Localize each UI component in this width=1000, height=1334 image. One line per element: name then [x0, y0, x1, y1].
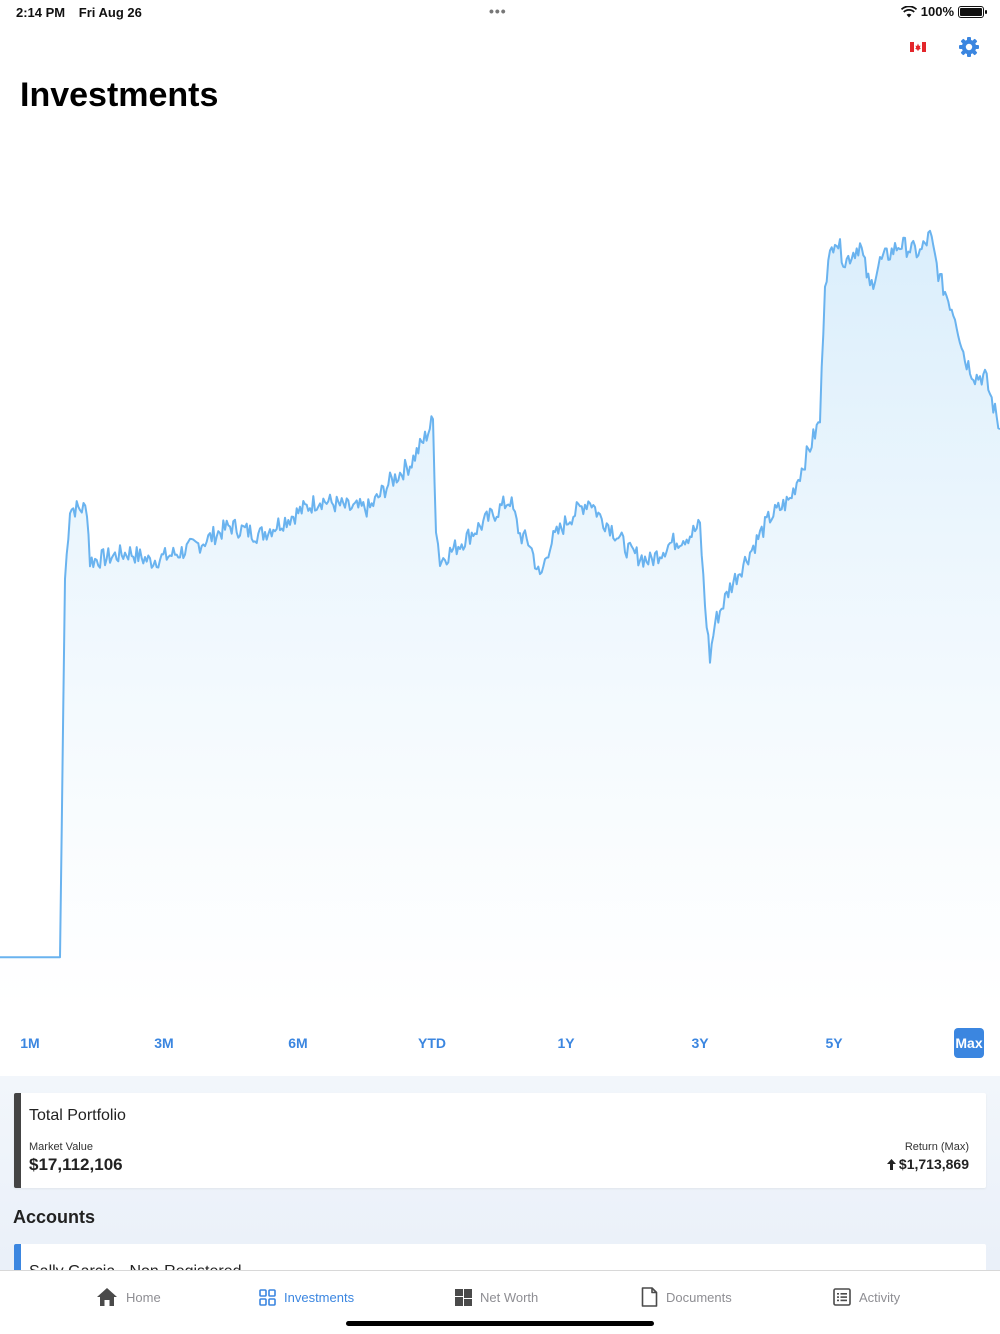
- chart-series-line: [0, 229, 1000, 959]
- tab-home[interactable]: Home: [96, 1285, 161, 1309]
- tab-net-worth[interactable]: Net Worth: [455, 1285, 538, 1309]
- range-button-5y[interactable]: 5Y: [825, 1035, 843, 1051]
- status-bar: 2:14 PM Fri Aug 26 ••• 100%: [0, 0, 1000, 26]
- status-right: 100%: [900, 4, 987, 19]
- portfolio-value-chart[interactable]: [0, 130, 1000, 1010]
- range-button-max[interactable]: Max: [954, 1028, 984, 1058]
- return-label: Return (Max): [904, 1141, 969, 1153]
- chart-area-fill: [0, 230, 1000, 1010]
- tab-activity[interactable]: Activity: [833, 1285, 900, 1309]
- grid-icon: [259, 1288, 276, 1306]
- total-portfolio-card[interactable]: Total Portfolio Market Value $17,112,106…: [14, 1093, 986, 1188]
- settings-gear-icon[interactable]: [956, 34, 982, 60]
- market-value-label: Market Value: [29, 1141, 93, 1153]
- portfolio-title: Total Portfolio: [29, 1107, 126, 1124]
- multitasking-dots-icon[interactable]: •••: [489, 3, 507, 19]
- page-title: Investments: [20, 76, 219, 114]
- tiles-icon: [455, 1288, 472, 1306]
- time-range-selector: 1M 3M 6M YTD 1Y 3Y 5Y Max: [0, 1022, 1000, 1066]
- range-button-1m[interactable]: 1M: [20, 1035, 40, 1051]
- range-button-6m[interactable]: 6M: [288, 1035, 308, 1051]
- return-value: $1,713,869: [898, 1156, 969, 1172]
- range-button-3m[interactable]: 3M: [154, 1035, 174, 1051]
- status-time: 2:14 PM: [16, 5, 66, 20]
- home-indicator: [346, 1321, 654, 1326]
- status-time-date: 2:14 PM Fri Aug 26: [16, 5, 152, 20]
- tab-investments[interactable]: Investments: [259, 1285, 354, 1309]
- tab-investments-label: Investments: [284, 1289, 355, 1305]
- market-value: $17,112,106: [29, 1155, 123, 1174]
- arrow-up-icon: [886, 1158, 896, 1170]
- range-button-ytd[interactable]: YTD: [418, 1035, 446, 1051]
- tab-documents[interactable]: Documents: [641, 1285, 732, 1309]
- return-value-row: $1,713,869: [886, 1156, 969, 1172]
- accounts-heading: Accounts: [13, 1207, 96, 1227]
- home-icon: [97, 1288, 117, 1306]
- tab-home-label: Home: [126, 1289, 161, 1305]
- range-button-1y[interactable]: 1Y: [557, 1035, 575, 1051]
- tab-documents-label: Documents: [666, 1289, 732, 1305]
- battery-percent: 100%: [920, 4, 954, 19]
- tab-activity-label: Activity: [859, 1289, 901, 1305]
- list-icon: [833, 1288, 851, 1306]
- wifi-icon: [900, 5, 917, 17]
- tab-net-worth-label: Net Worth: [480, 1289, 539, 1305]
- document-icon: [641, 1287, 658, 1307]
- range-button-3y[interactable]: 3Y: [691, 1035, 709, 1051]
- status-date: Fri Aug 26: [78, 5, 142, 20]
- canada-flag-icon[interactable]: [906, 38, 930, 56]
- battery-icon: [958, 5, 987, 18]
